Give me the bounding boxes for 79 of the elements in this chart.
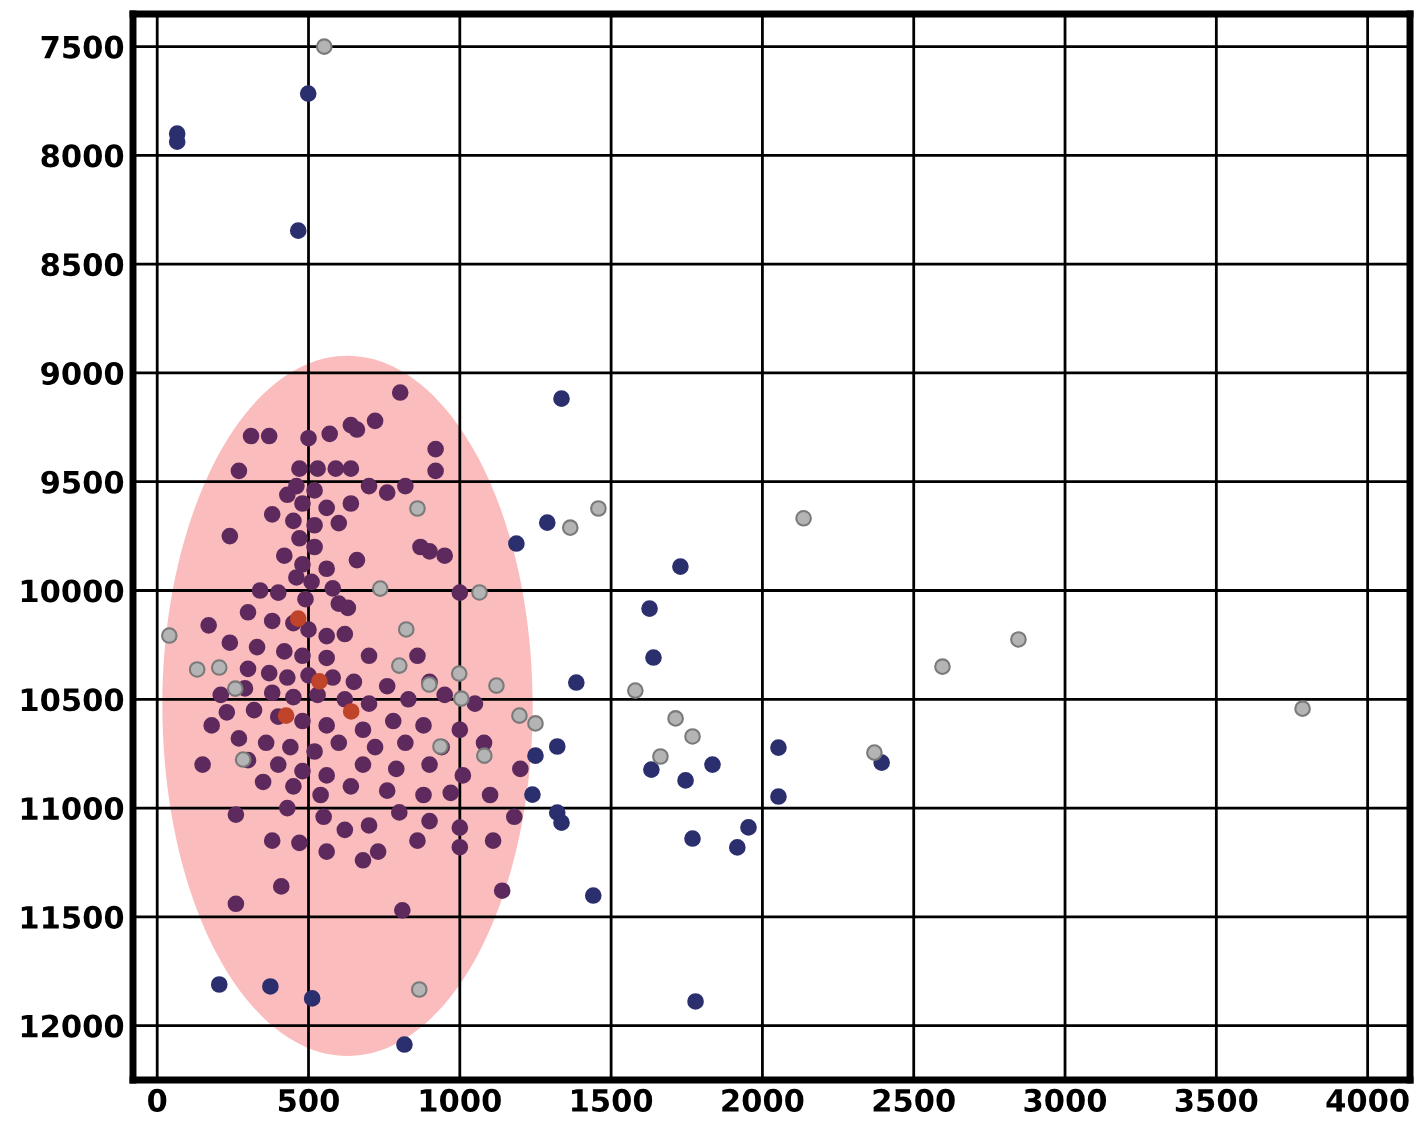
point — [390, 657, 408, 674]
x-tick-label: 3500 — [1175, 1088, 1258, 1112]
point — [342, 703, 360, 720]
x-tick-label: 0 — [148, 1088, 167, 1112]
point — [1010, 631, 1027, 648]
point — [672, 558, 689, 575]
point — [234, 751, 252, 768]
point — [561, 519, 579, 536]
point — [511, 707, 528, 724]
y-tick-label: 9000 — [41, 361, 124, 385]
x-tick-label: 4000 — [1326, 1088, 1409, 1112]
point — [262, 978, 279, 995]
point — [527, 715, 544, 732]
point — [553, 390, 570, 407]
point — [684, 728, 701, 745]
point — [740, 819, 757, 836]
y-tick-label: 11000 — [21, 796, 124, 821]
x-tick-label: 1500 — [572, 1088, 653, 1112]
point — [795, 509, 812, 527]
point — [1294, 700, 1311, 717]
point — [488, 677, 505, 694]
point — [450, 665, 468, 682]
point — [538, 514, 556, 531]
point — [315, 38, 333, 55]
point — [548, 738, 566, 755]
point — [527, 747, 544, 764]
y-tick-label: 8000 — [41, 144, 124, 168]
point — [866, 744, 883, 761]
point — [453, 690, 470, 707]
point — [508, 535, 525, 552]
point — [226, 680, 244, 697]
x-tick-label: 2500 — [873, 1088, 955, 1112]
point — [471, 584, 488, 601]
point — [299, 85, 317, 102]
point — [210, 976, 228, 993]
point — [397, 621, 415, 638]
y-tick-label: 12000 — [21, 1014, 124, 1038]
point — [371, 580, 389, 597]
point — [652, 748, 669, 765]
point — [410, 981, 428, 998]
point — [476, 747, 493, 764]
point — [160, 627, 178, 644]
point — [627, 682, 644, 699]
y-tick-label: 10000 — [21, 579, 124, 603]
x-tick-label: 500 — [278, 1088, 339, 1112]
x-tick-label: 3000 — [1024, 1088, 1107, 1112]
point — [524, 786, 541, 803]
point — [641, 600, 658, 617]
point — [667, 710, 684, 727]
x-tick-label: 1000 — [420, 1088, 501, 1112]
point — [289, 222, 307, 239]
y-tick-label: 9500 — [41, 470, 124, 494]
point — [704, 756, 721, 773]
point — [188, 661, 206, 678]
point — [934, 658, 951, 675]
point — [684, 830, 701, 847]
point — [590, 500, 607, 517]
point — [277, 707, 295, 724]
point — [643, 761, 660, 778]
point — [677, 772, 694, 789]
point — [409, 500, 426, 517]
y-tick-label: 7500 — [41, 35, 124, 59]
point — [567, 674, 585, 691]
point — [645, 649, 662, 666]
y-tick-label: 10500 — [21, 688, 124, 712]
point — [728, 839, 746, 856]
point — [553, 814, 570, 831]
x-tick-label: 2000 — [722, 1088, 804, 1112]
point — [289, 610, 307, 627]
point — [770, 788, 787, 805]
point — [584, 887, 602, 904]
point — [396, 1036, 413, 1053]
y-tick-label: 11500 — [21, 905, 124, 929]
point — [687, 993, 704, 1010]
point — [770, 739, 787, 756]
y-tick-label: 8500 — [41, 253, 124, 277]
point — [303, 990, 321, 1007]
point — [311, 673, 328, 690]
point — [210, 659, 228, 676]
